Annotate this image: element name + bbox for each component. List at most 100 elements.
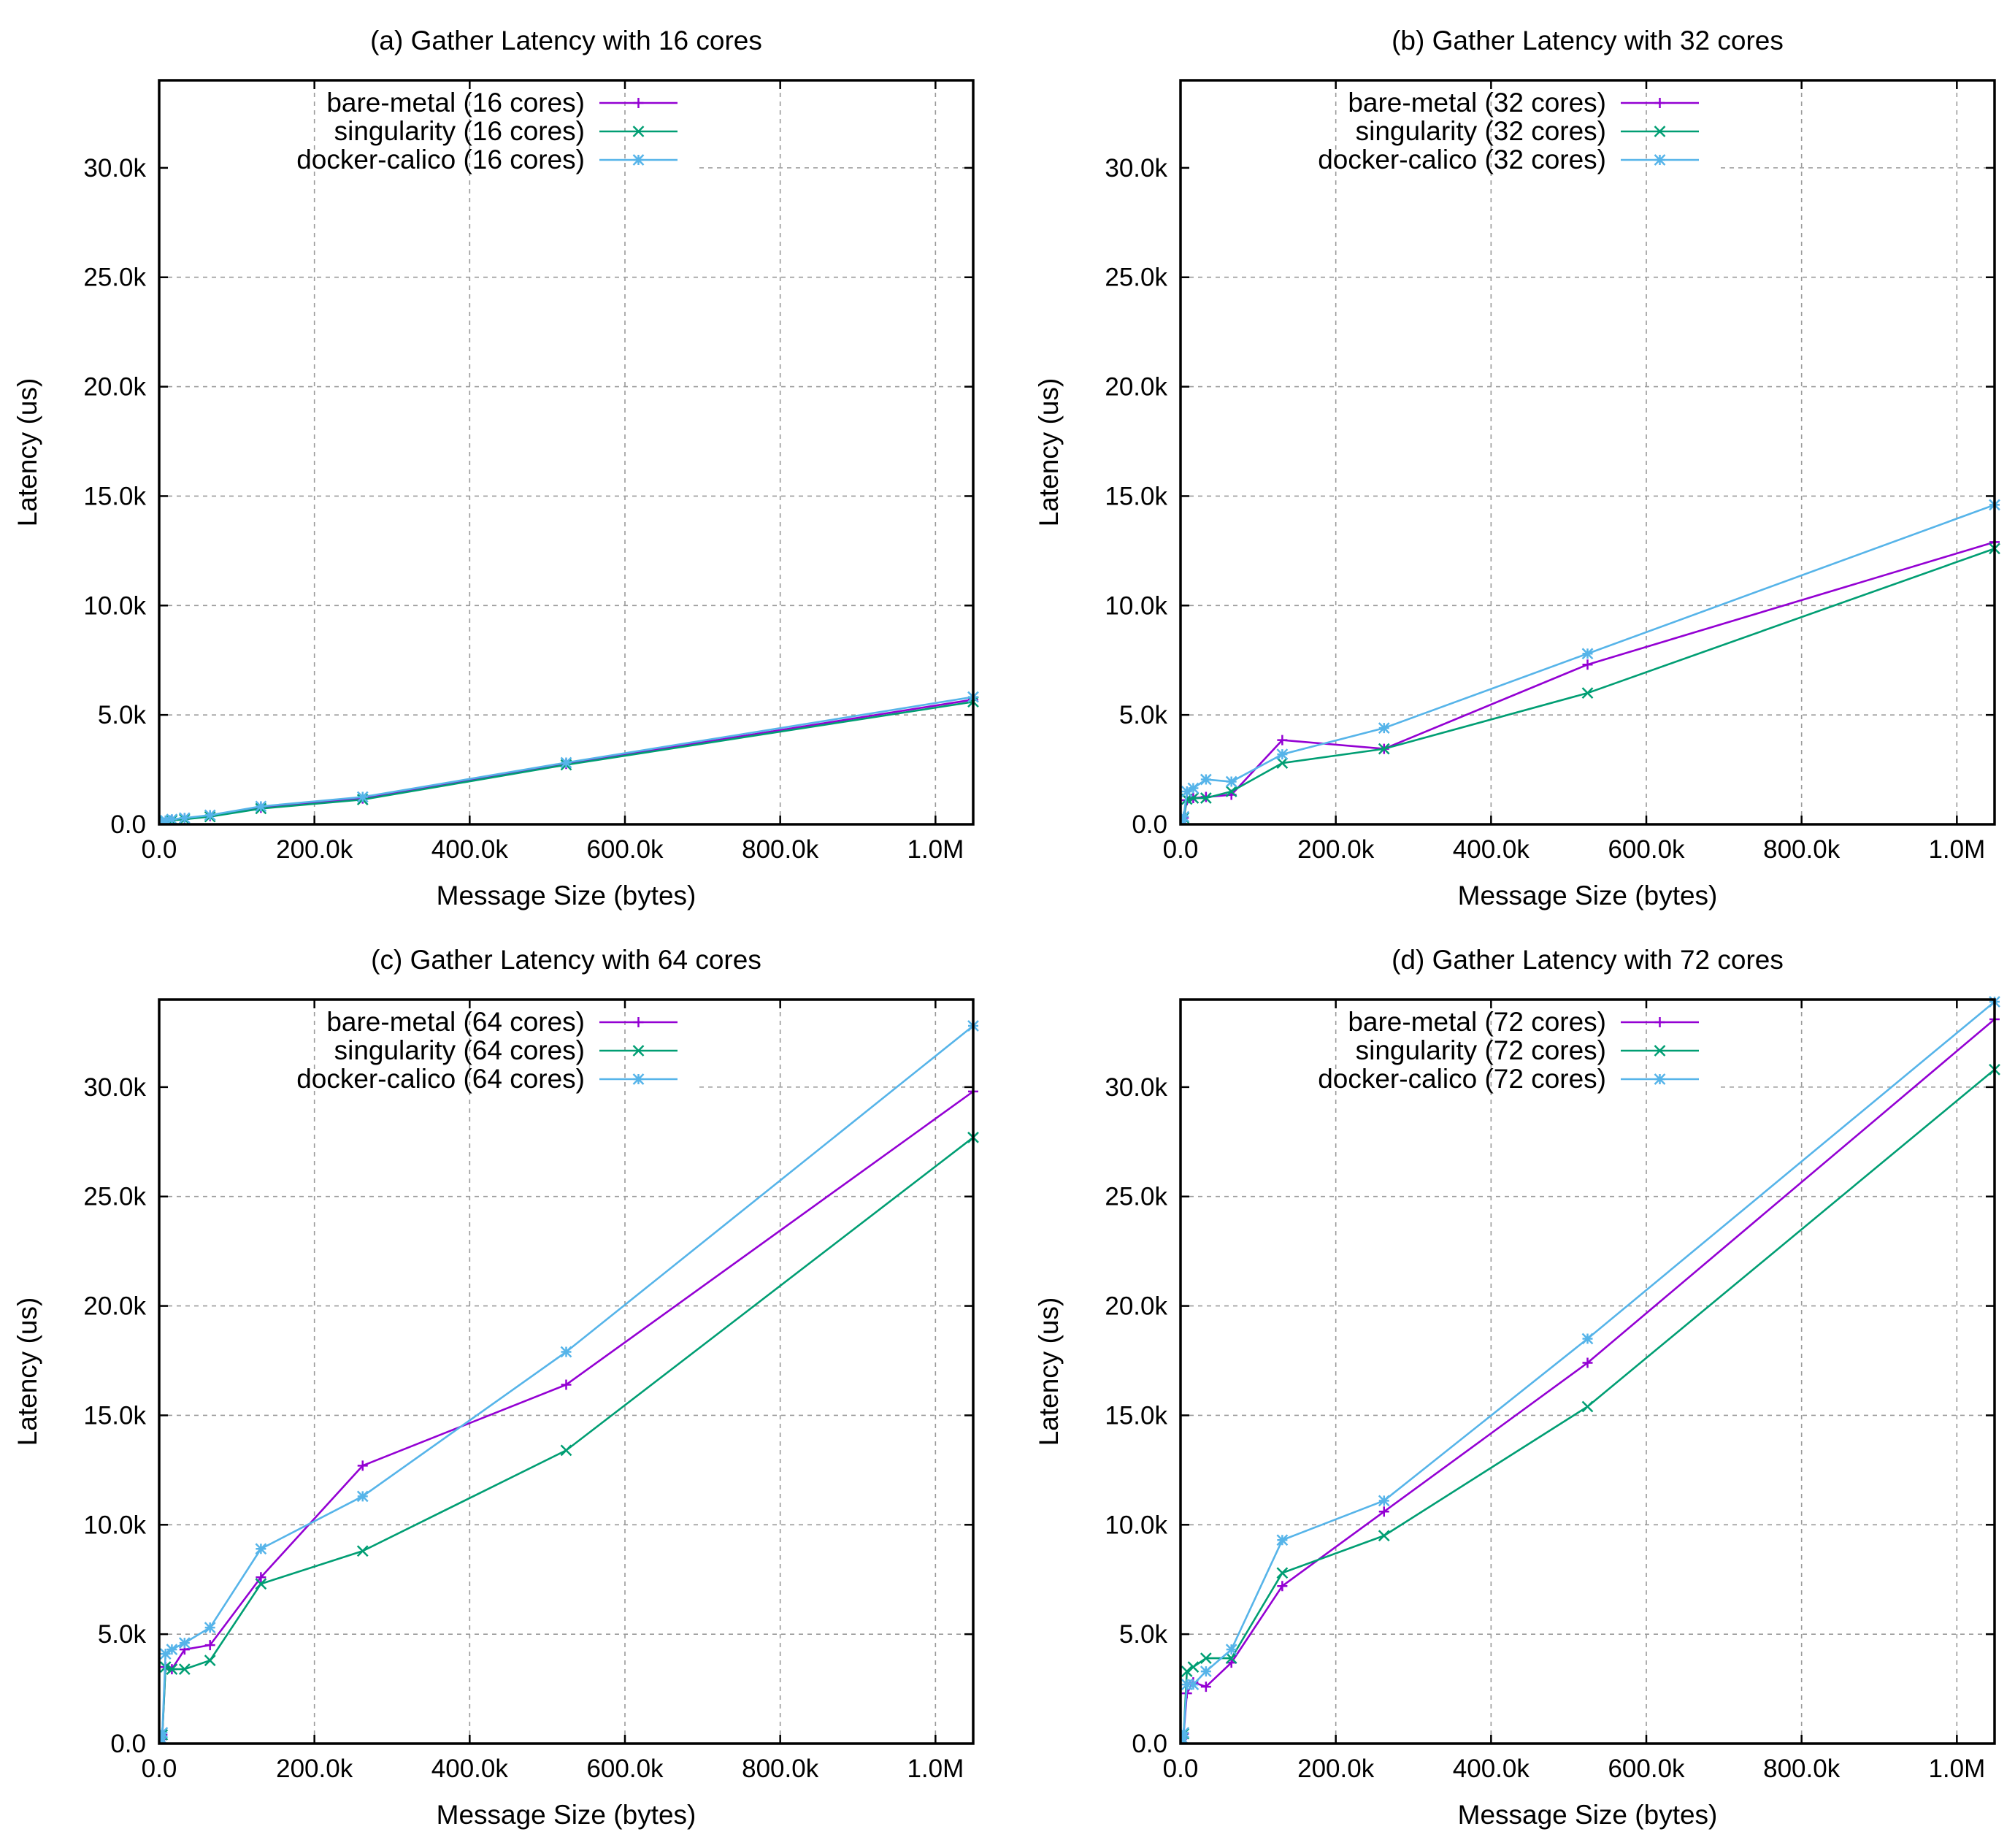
- y-axis-label: Latency (us): [12, 1297, 42, 1446]
- data-point-docker-calico: [159, 1727, 169, 1738]
- y-tick-label: 25.0k: [83, 1183, 146, 1211]
- legend-label: singularity (64 cores): [334, 1035, 585, 1065]
- y-tick-label: 15.0k: [83, 482, 146, 510]
- data-point-docker-calico: [1200, 1665, 1212, 1677]
- x-tick-label: 600.0k: [586, 835, 664, 864]
- data-point-singularity: [255, 1578, 267, 1590]
- data-point-docker-calico: [159, 1732, 167, 1744]
- x-tick-label: 600.0k: [1608, 835, 1685, 864]
- data-point-singularity: [356, 1545, 369, 1557]
- chart-panel-4: (d) Gather Latency with 72 cores 0.0 200.0…: [1034, 945, 2000, 1830]
- data-point-docker-calico: [1378, 722, 1390, 735]
- legend-swatch-marker: [1654, 1017, 1665, 1027]
- x-tick-label: 400.0k: [1453, 1755, 1530, 1783]
- legend-label: docker-calico (64 cores): [296, 1064, 585, 1094]
- y-tick-label: 25.0k: [1105, 1183, 1167, 1211]
- legend-swatch-marker: [1654, 1073, 1666, 1085]
- x-tick-label: 1.0M: [907, 1755, 964, 1783]
- x-axis-label: Message Size (bytes): [1458, 1800, 1718, 1830]
- x-tick-label: 800.0k: [1763, 1755, 1841, 1783]
- y-tick-label: 5.0k: [1119, 1620, 1168, 1649]
- y-tick-label: 30.0k: [1105, 154, 1167, 183]
- legend-swatch-marker: [632, 1045, 645, 1057]
- x-tick-label: 200.0k: [1297, 835, 1375, 864]
- legend-swatch-marker: [1654, 98, 1665, 108]
- x-tick-label: 0.0: [142, 1755, 177, 1783]
- legend: bare-metal (64 cores)singularity (64 cor…: [296, 1007, 678, 1094]
- y-tick-label: 25.0k: [1105, 264, 1167, 292]
- legend-swatch-marker: [1654, 154, 1666, 166]
- plot-frame: [158, 79, 975, 826]
- data-point-docker-calico: [1181, 1727, 1190, 1738]
- y-tick-label: 5.0k: [98, 1620, 147, 1649]
- legend: bare-metal (72 cores)singularity (72 cor…: [1318, 1007, 1699, 1094]
- chart-title: (d) Gather Latency with 72 cores: [1392, 945, 1784, 975]
- data-point-bare-metal: [256, 1572, 266, 1583]
- x-tick-label: 1.0M: [907, 835, 964, 864]
- data-point-docker-calico: [1200, 773, 1212, 786]
- y-tick-label: 15.0k: [83, 1401, 146, 1430]
- y-tick-label: 5.0k: [98, 701, 147, 729]
- data-point-docker-calico: [178, 812, 191, 824]
- legend: bare-metal (16 cores)singularity (16 cor…: [296, 88, 678, 175]
- plot-frame: [158, 998, 975, 1745]
- x-tick-label: 800.0k: [742, 1755, 819, 1783]
- y-tick-label: 10.0k: [83, 1511, 146, 1539]
- data-point-docker-calico: [1181, 814, 1189, 824]
- y-axis-label: Latency (us): [1034, 1297, 1064, 1446]
- data-point-singularity: [204, 1655, 216, 1666]
- data-point-singularity: [178, 1663, 191, 1675]
- data-point-singularity: [560, 1444, 572, 1457]
- data-point-singularity: [1187, 1661, 1200, 1673]
- data-point-docker-calico: [1378, 1495, 1390, 1507]
- legend-swatch-marker: [1654, 126, 1666, 137]
- data-point-docker-calico: [1581, 1333, 1594, 1345]
- data-point-docker-calico: [356, 1490, 369, 1503]
- legend-label: bare-metal (16 cores): [326, 88, 585, 118]
- data-point-bare-metal: [1378, 1506, 1389, 1517]
- chart-title: (b) Gather Latency with 32 cores: [1392, 26, 1784, 55]
- data-point-docker-calico: [356, 791, 369, 803]
- x-tick-label: 0.0: [142, 835, 177, 864]
- data-point-docker-calico: [1225, 775, 1237, 788]
- data-point-docker-calico: [1581, 648, 1594, 660]
- x-tick-label: 800.0k: [742, 835, 819, 864]
- chart-title: (c) Gather Latency with 64 cores: [371, 945, 761, 975]
- legend-label: singularity (32 cores): [1356, 116, 1606, 146]
- data-point-docker-calico: [1181, 786, 1193, 797]
- y-tick-label: 10.0k: [83, 591, 146, 620]
- plot-frame: [1179, 79, 1996, 826]
- x-tick-label: 400.0k: [431, 1755, 509, 1783]
- legend-label: docker-calico (16 cores): [296, 145, 585, 175]
- chart-title: (a) Gather Latency with 16 cores: [370, 26, 762, 55]
- data-point-docker-calico: [1276, 1534, 1289, 1546]
- data-point-docker-calico: [255, 1543, 267, 1555]
- plot-frame: [1179, 998, 1996, 1745]
- legend-label: docker-calico (32 cores): [1318, 145, 1606, 175]
- data-point-docker-calico: [159, 815, 172, 824]
- chart-panel-1: (a) Gather Latency with 16 cores 0.0 200.0…: [12, 26, 979, 910]
- legend-label: singularity (16 cores): [334, 116, 585, 146]
- y-tick-label: 20.0k: [83, 1292, 146, 1321]
- legend-swatch-marker: [1654, 1045, 1666, 1057]
- data-point-docker-calico: [1225, 1644, 1237, 1656]
- data-point-docker-calico: [1181, 1679, 1193, 1690]
- y-tick-label: 10.0k: [1105, 1511, 1167, 1539]
- data-point-singularity: [1225, 786, 1237, 797]
- data-point-singularity: [1181, 1665, 1193, 1677]
- legend: bare-metal (32 cores)singularity (32 cor…: [1318, 88, 1699, 175]
- x-tick-label: 600.0k: [1608, 1755, 1685, 1783]
- y-tick-label: 0.0: [110, 1730, 146, 1758]
- data-point-docker-calico: [159, 1648, 172, 1660]
- data-point-singularity: [1225, 1652, 1237, 1664]
- y-axis-label: Latency (us): [1034, 378, 1064, 527]
- legend-label: docker-calico (72 cores): [1318, 1064, 1606, 1094]
- data-point-singularity: [1200, 1652, 1212, 1664]
- y-tick-label: 30.0k: [83, 1073, 146, 1102]
- data-point-docker-calico: [204, 809, 216, 821]
- legend-label: bare-metal (32 cores): [1348, 88, 1606, 118]
- data-point-docker-calico: [1187, 1679, 1200, 1690]
- y-tick-label: 20.0k: [1105, 1292, 1167, 1321]
- x-tick-label: 200.0k: [276, 1755, 353, 1783]
